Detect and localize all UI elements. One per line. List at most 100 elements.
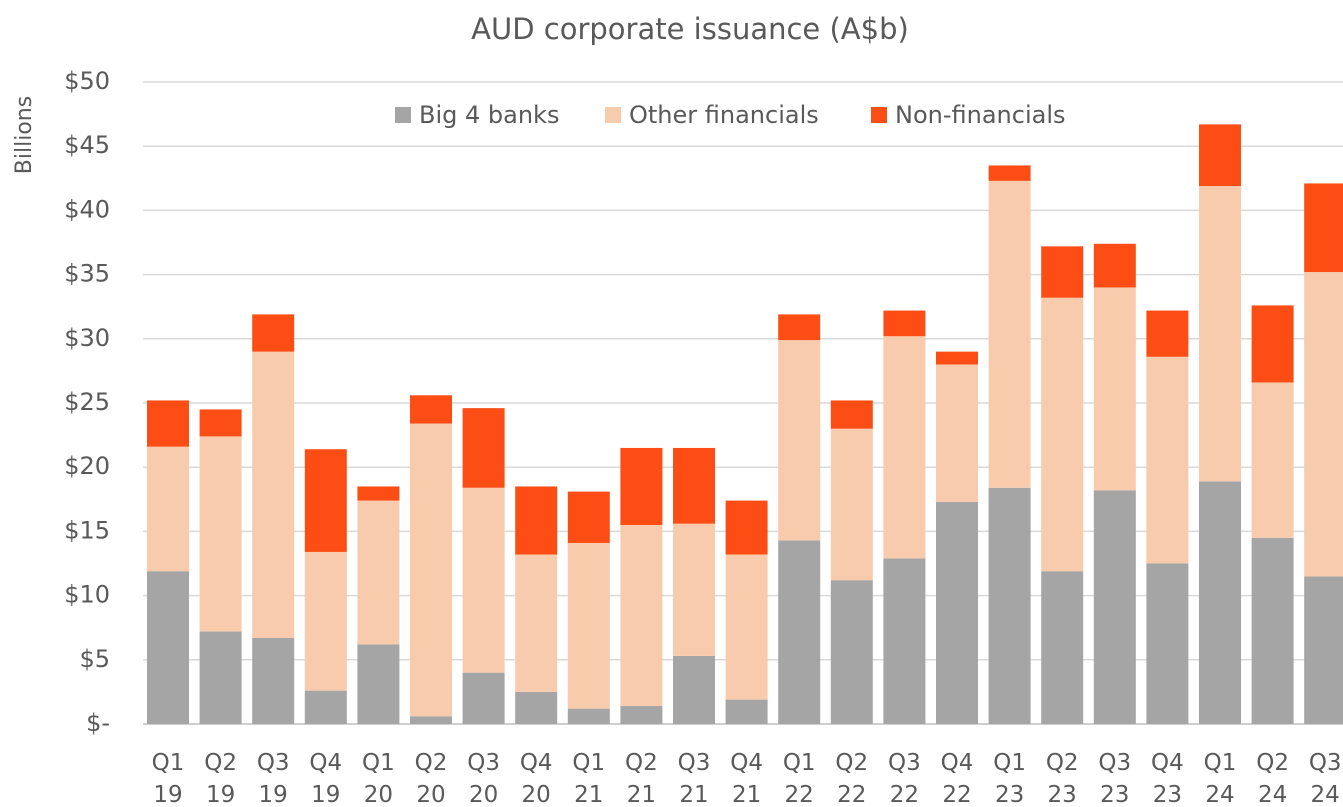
x-tick-label: Q1 24 (1203, 750, 1237, 807)
bar-segment (567, 708, 610, 724)
legend-swatch (395, 107, 411, 123)
bar-segment (883, 310, 926, 337)
bar-segment (199, 436, 242, 632)
bar-segment (567, 491, 610, 543)
y-tick-label: $5 (79, 645, 110, 673)
x-tick-label: Q4 21 (730, 750, 763, 807)
bar-segment (252, 314, 295, 352)
y-tick-label: $45 (64, 131, 110, 159)
legend-label: Other financials (629, 101, 819, 129)
bar-segment (673, 523, 715, 656)
y-tick-label: $10 (64, 581, 110, 609)
bar-segment (778, 340, 821, 541)
bar-segment (410, 423, 452, 717)
bar-segment (1199, 481, 1241, 724)
x-tick-label: Q3 24 (1308, 750, 1342, 807)
bar-segment (883, 558, 926, 724)
bar-segment (357, 644, 400, 724)
bar-segment (357, 500, 400, 645)
bar-segment (1093, 243, 1136, 288)
x-tick-label: Q3 23 (1098, 750, 1132, 807)
bar-segment (725, 554, 768, 700)
x-tick-label: Q2 19 (204, 750, 237, 807)
bar-segment (252, 351, 295, 638)
x-tick-label: Q1 21 (572, 750, 606, 807)
bar-segment (304, 690, 347, 724)
legend-label: Big 4 banks (419, 101, 559, 129)
y-tick-label: $30 (64, 324, 110, 352)
bar-segment (1251, 537, 1294, 724)
y-axis-label: Billions (12, 96, 37, 174)
bar-segment (462, 672, 505, 724)
bar-segment (462, 487, 505, 673)
bar-segment (1304, 183, 1343, 273)
bar-segment (620, 447, 663, 525)
x-tick-label: Q2 21 (625, 750, 658, 807)
x-tick-label: Q4 22 (940, 750, 974, 807)
x-tick-label: Q4 23 (1151, 750, 1184, 807)
bar-segment (1041, 246, 1084, 298)
y-tick-label: $- (86, 709, 110, 737)
bar-segment (199, 409, 242, 437)
x-tick-label: Q2 24 (1256, 750, 1289, 807)
bar-segment (1146, 563, 1189, 724)
bar-segment (462, 408, 505, 488)
bar-segment (936, 501, 978, 724)
bar-segment (252, 637, 295, 724)
x-tick-label: Q3 19 (256, 750, 290, 807)
bar-segment (515, 486, 558, 555)
bar-segment (830, 400, 873, 429)
bar-segment (1304, 272, 1343, 577)
bar-segment (410, 716, 452, 724)
bar-segment (778, 540, 821, 724)
bar-segment (830, 428, 873, 581)
chart-title: AUD corporate issuance (A$b) (471, 12, 909, 46)
bar-segment (988, 180, 1031, 488)
x-tick-label: Q3 22 (888, 750, 921, 807)
bar-segment (1199, 186, 1241, 482)
x-tick-label: Q1 22 (782, 750, 816, 807)
bar-segment (304, 449, 347, 552)
legend-label: Non-financials (895, 101, 1066, 129)
bar-segment (515, 554, 558, 692)
bar-segment (147, 571, 189, 724)
bar-segment (830, 580, 873, 724)
bar-segment (147, 446, 189, 572)
y-tick-label: $15 (64, 516, 110, 544)
bar-segment (936, 364, 978, 502)
bar-segment (1093, 287, 1136, 491)
bar-segment (936, 351, 978, 365)
bar-segment (1093, 490, 1136, 724)
bar-segment (410, 395, 452, 424)
legend-swatch (605, 107, 621, 123)
bar-segment (199, 631, 242, 724)
bar-segment (620, 524, 663, 707)
bar-segment (567, 542, 610, 709)
x-tick-label: Q2 20 (414, 750, 448, 807)
bar-segment (1146, 356, 1189, 564)
bar-segment (1041, 571, 1084, 724)
bar-segment (1251, 305, 1294, 383)
x-tick-label: Q1 20 (362, 750, 395, 807)
x-tick-label: Q2 23 (1045, 750, 1079, 807)
x-tick-label: Q4 20 (519, 750, 553, 807)
legend-swatch (871, 107, 887, 123)
bar-segment (673, 447, 715, 524)
bar-segment (673, 655, 715, 724)
bar-segment (725, 699, 768, 724)
bar-segment (357, 486, 400, 501)
bar-segment (1146, 310, 1189, 357)
bar-segment (1041, 297, 1084, 572)
x-tick-label: Q4 19 (309, 750, 343, 807)
bar-segment (988, 487, 1031, 724)
bar-segment (778, 314, 821, 341)
x-tick-label: Q1 23 (993, 750, 1026, 807)
bar-segment (515, 691, 558, 724)
y-tick-label: $40 (64, 195, 110, 223)
x-tick-label: Q3 21 (677, 750, 711, 807)
x-tick-label: Q1 19 (151, 750, 185, 807)
y-tick-label: $25 (64, 388, 110, 416)
bar-segment (147, 400, 189, 447)
x-tick-label: Q3 20 (467, 750, 500, 807)
